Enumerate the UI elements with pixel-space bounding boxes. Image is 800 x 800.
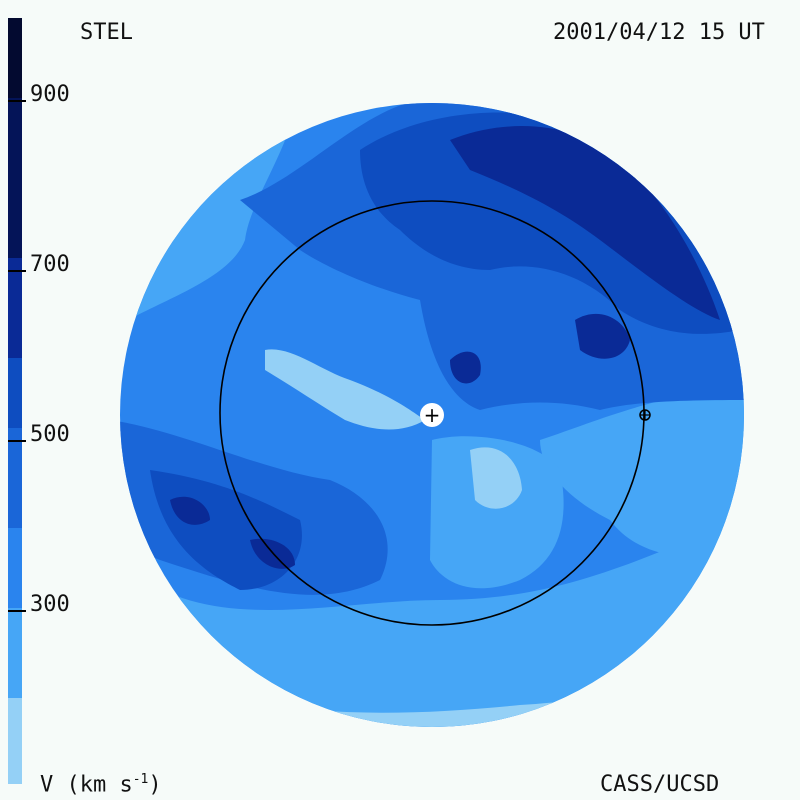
colorbar-band [8,608,22,698]
velocity-unit-label: V (km s-1) [40,772,162,798]
timestamp-label: 2001/04/12 15 UT [553,20,765,45]
colorbar-band [8,18,22,98]
credit-label: CASS/UCSD [600,772,720,797]
colorbar-tick [8,100,26,102]
region-darker-spot-1 [575,313,630,359]
colorbar-tick-label: 700 [30,252,70,277]
colorbar-tick-label: 900 [30,82,70,107]
colorbar [8,18,22,784]
colorbar-tick-label: 500 [30,422,70,447]
colorbar-band [8,258,22,358]
sun-icon [420,403,444,427]
region-darker-spot-2 [450,351,481,384]
region-light-right [540,380,744,560]
region-darker-top [450,126,720,320]
earth-orbit-circle [219,200,645,626]
region-darker-left-1 [170,496,210,525]
colorbar-tick-label: 300 [30,592,70,617]
colorbar-band [8,98,22,258]
colorbar-band [8,358,22,428]
earth-icon [639,409,651,421]
colorbar-tick [8,440,26,442]
colorbar-tick [8,610,26,612]
region-light-center [430,436,564,589]
colorbar-tick [8,270,26,272]
colorbar-band [8,698,22,784]
sun-marker-plus: + [424,403,441,427]
observatory-label: STEL [80,20,133,45]
colorbar-band [8,428,22,528]
region-lightest-patch [470,447,522,509]
region-lightest-streak [265,349,425,430]
colorbar-band [8,528,22,608]
